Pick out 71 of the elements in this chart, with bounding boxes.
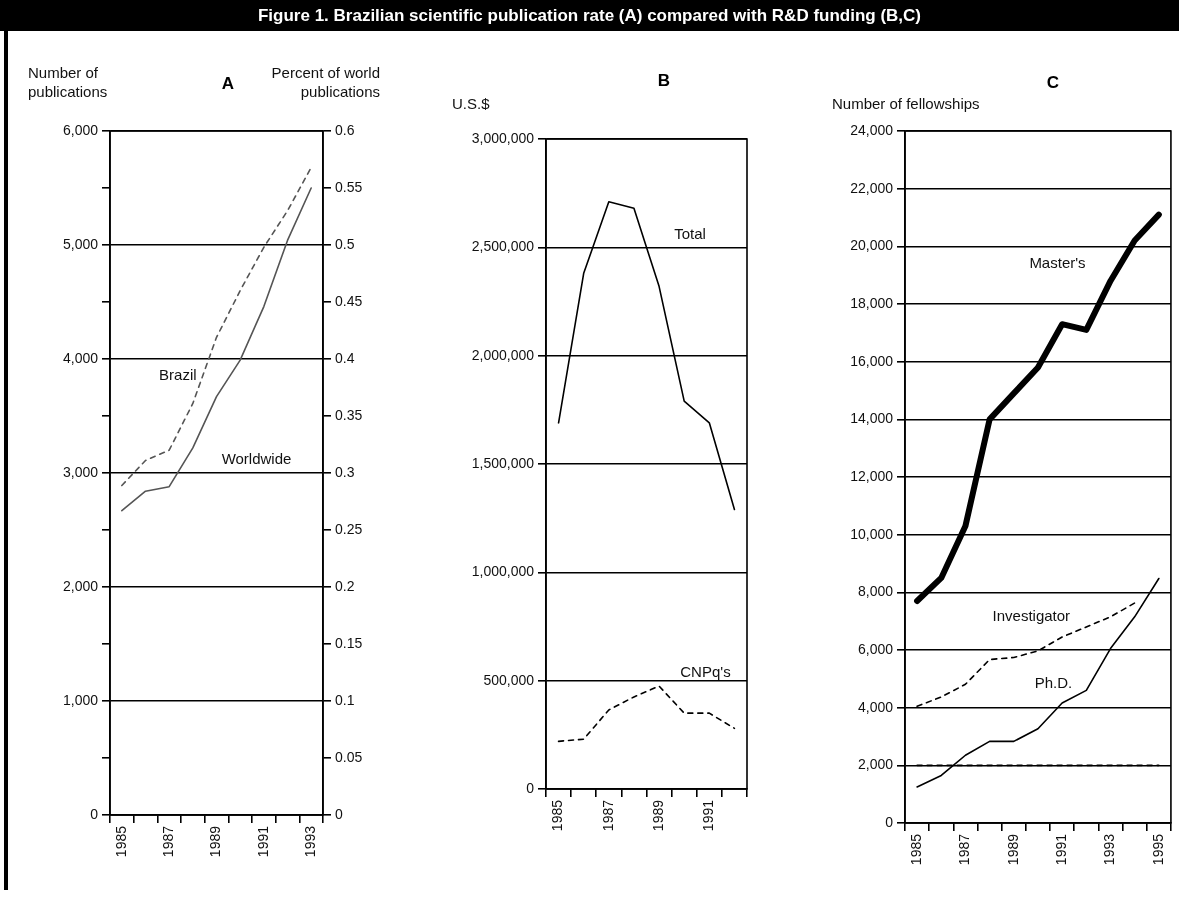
y-tick-label: 12,000 [850, 467, 894, 484]
x-tick-label: 1989 [207, 825, 224, 858]
y2-axis-title: Percent of world publications [270, 63, 380, 101]
y-tick-label: 6,000 [62, 121, 99, 138]
series-label: Ph.D. [1034, 673, 1073, 691]
y2-tick-label: 0.35 [335, 406, 363, 423]
x-tick-label: 1989 [649, 799, 666, 832]
y-tick-label: 2,000 [62, 577, 99, 594]
y-tick-label: 5,000 [62, 235, 99, 252]
y2-tick-label: 0.1 [335, 691, 355, 708]
y-tick-label: 22,000 [850, 179, 894, 196]
caption: Figure 1. Brazilian scientific publication rate (A) compared with R&D funding (B,C) [0, 0, 1179, 31]
y-tick-label: 8,000 [857, 583, 894, 600]
x-tick-label: 1991 [254, 825, 271, 858]
chart-title: A [221, 74, 235, 94]
y-tick-label: 2,000,000 [471, 346, 535, 363]
y2-tick-label: 0.55 [335, 178, 363, 195]
y-axis-title: U.S.$ [452, 94, 491, 113]
y2-tick-label: 0.15 [335, 634, 363, 651]
y-axis-title: Number of fellowships [832, 94, 981, 113]
y-tick-label: 0 [90, 805, 99, 822]
x-tick-label: 1995 [1149, 833, 1166, 866]
x-tick-label: 1989 [1004, 833, 1021, 866]
chart-title: B [657, 71, 671, 91]
y-tick-label: 16,000 [850, 352, 894, 369]
y-tick-label: 0 [526, 779, 535, 796]
y-tick-label: 2,500,000 [471, 238, 535, 255]
y-tick-label: 24,000 [850, 121, 894, 138]
x-tick-label: 1987 [956, 833, 973, 866]
y-tick-label: 1,000,000 [471, 563, 535, 580]
series-label: CNPq's [680, 663, 731, 681]
y2-tick-label: 0.45 [335, 292, 363, 309]
series-label: Brazil [159, 365, 197, 383]
x-tick-label: 1993 [302, 825, 319, 858]
y-tick-label: 4,000 [62, 349, 99, 366]
y-tick-label: 4,000 [857, 698, 894, 715]
y2-tick-label: 0.5 [335, 235, 355, 252]
y2-tick-label: 0 [335, 805, 343, 822]
x-tick-label: 1991 [1053, 833, 1069, 866]
series-label: Investigator [992, 607, 1071, 625]
y-tick-label: 20,000 [850, 237, 894, 254]
y2-tick-label: 0.25 [335, 520, 363, 537]
series-label: Worldwide [221, 449, 292, 467]
y-axis-title: Number of publications [28, 63, 109, 101]
series-label: Master's [1029, 254, 1086, 272]
y-tick-label: 3,000 [62, 463, 99, 480]
x-tick-label: 1985 [112, 825, 129, 858]
x-tick-label: 1987 [599, 799, 616, 832]
y2-tick-label: 0.4 [335, 349, 355, 366]
y-tick-label: 6,000 [857, 640, 894, 657]
line-series [557, 685, 736, 743]
y-tick-label: 3,000,000 [471, 129, 535, 146]
y2-tick-label: 0.6 [335, 121, 355, 138]
x-tick-label: 1993 [1101, 833, 1118, 866]
x-tick-label: 1991 [700, 799, 717, 832]
y2-tick-label: 0.2 [335, 577, 355, 594]
y-tick-label: 0 [885, 813, 894, 830]
y-tick-label: 10,000 [850, 525, 894, 542]
y-tick-label: 500,000 [483, 671, 535, 688]
x-tick-label: 1987 [160, 825, 177, 858]
y-tick-label: 18,000 [850, 294, 894, 311]
y-tick-label: 2,000 [857, 756, 894, 773]
chart-title: C [1046, 73, 1060, 93]
y-tick-label: 1,500,000 [471, 454, 535, 471]
series-label: Total [674, 225, 706, 243]
x-tick-label: 1985 [549, 799, 566, 832]
y2-tick-label: 0.3 [335, 463, 355, 480]
y-tick-label: 14,000 [850, 410, 894, 427]
y2-tick-label: 0.05 [335, 748, 363, 765]
x-tick-label: 1985 [907, 833, 924, 866]
y-tick-label: 1,000 [62, 691, 99, 708]
